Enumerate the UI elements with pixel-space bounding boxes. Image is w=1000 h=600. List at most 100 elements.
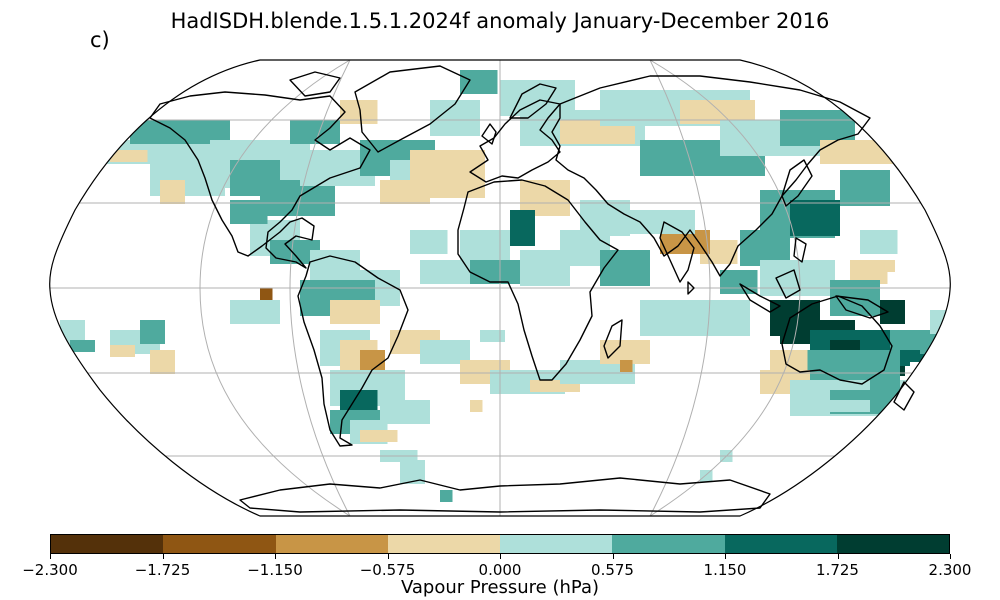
anomaly-cell <box>385 430 398 442</box>
anomaly-cell <box>430 124 443 136</box>
anomaly-cell <box>140 332 153 344</box>
anomaly-cell <box>580 212 593 224</box>
coastline-japan <box>781 159 813 207</box>
anomaly-cell <box>150 362 163 374</box>
anomaly-cell <box>692 100 705 112</box>
anomaly-cell <box>545 122 558 134</box>
anomaly-cell <box>665 140 678 152</box>
world-map <box>49 59 951 517</box>
anomaly-cell <box>827 380 840 392</box>
coastline-scandinavia <box>509 83 557 119</box>
anomaly-cell <box>782 300 795 312</box>
anomaly-cell <box>585 254 598 266</box>
meridian-line <box>649 60 711 516</box>
anomaly-cell <box>420 340 433 352</box>
anomaly-cell <box>815 200 828 212</box>
anomaly-cell <box>522 234 535 246</box>
coastline-new-guinea <box>835 295 889 319</box>
anomaly-cell <box>312 150 325 162</box>
anomaly-cell <box>700 300 713 312</box>
anomaly-cell <box>832 152 845 164</box>
anomaly-cell <box>267 300 280 312</box>
anomaly-cell <box>412 460 425 472</box>
anomaly-cell <box>872 330 885 342</box>
anomaly-cell <box>545 180 558 192</box>
anomaly-cell <box>380 382 393 394</box>
anomaly-cell <box>502 370 515 382</box>
anomaly-cell <box>507 260 520 272</box>
anomaly-cell <box>432 260 445 272</box>
anomaly-cell <box>330 394 343 406</box>
anomaly-cell <box>907 380 920 392</box>
anomaly-cell <box>597 372 610 384</box>
anomaly-cell <box>222 140 235 152</box>
anomaly-cell <box>350 432 363 444</box>
anomaly-cell <box>650 90 663 102</box>
anomaly-cell <box>287 220 300 232</box>
anomaly-cell <box>422 174 435 186</box>
anomaly-cell <box>705 100 718 112</box>
anomaly-cell <box>760 272 773 284</box>
anomaly-cell <box>827 200 840 212</box>
anomaly-cell <box>285 164 298 176</box>
anomaly-cell <box>460 230 473 242</box>
anomaly-cell <box>740 230 753 242</box>
anomaly-cell <box>422 150 435 162</box>
anomaly-cell <box>272 204 285 216</box>
anomaly-cell <box>405 412 418 424</box>
anomaly-cell <box>532 250 545 262</box>
anomaly-cell <box>760 382 773 394</box>
anomaly-cell <box>572 132 585 144</box>
map-panel <box>49 59 951 517</box>
anomaly-cell <box>877 194 890 206</box>
anomaly-cell <box>402 342 415 354</box>
anomaly-cell <box>830 320 843 332</box>
anomaly-cell <box>825 350 838 362</box>
anomaly-cell <box>600 102 613 114</box>
anomaly-cell <box>785 260 798 272</box>
anomaly-cell <box>600 352 613 364</box>
anomaly-cell <box>350 150 363 162</box>
anomaly-cell <box>545 250 558 262</box>
anomaly-cell <box>770 312 783 324</box>
colorbar-swatch <box>275 535 388 553</box>
anomaly-cell <box>445 340 458 352</box>
anomaly-cell <box>690 324 703 336</box>
anomaly-cell <box>162 362 175 374</box>
anomaly-cell <box>652 324 665 336</box>
anomaly-cell <box>782 144 795 156</box>
anomaly-cell <box>162 350 175 362</box>
anomaly-cell <box>422 242 435 254</box>
anomaly-cell <box>337 162 350 174</box>
anomaly-cell <box>562 80 575 92</box>
anomaly-cell <box>525 80 538 92</box>
anomaly-cell <box>637 102 650 114</box>
anomaly-cell <box>852 170 865 182</box>
colorbar-swatch <box>724 535 837 553</box>
colorbar-tick <box>275 554 276 559</box>
anomaly-cell <box>805 134 818 146</box>
anomaly-cell <box>155 120 168 132</box>
anomaly-cell <box>732 132 745 144</box>
anomaly-cell <box>210 140 223 152</box>
anomaly-cell <box>260 140 273 152</box>
anomaly-cell <box>312 292 325 304</box>
anomaly-cell <box>725 240 738 252</box>
anomaly-cell <box>720 120 733 132</box>
anomaly-cell <box>470 260 483 272</box>
anomaly-cell <box>652 164 665 176</box>
anomaly-cell <box>500 80 513 92</box>
coastline-africa <box>457 179 619 381</box>
anomaly-cell <box>362 174 375 186</box>
anomaly-cell <box>600 250 613 262</box>
anomaly-cell <box>230 200 243 212</box>
anomaly-cell <box>325 280 338 292</box>
anomaly-cell <box>725 300 738 312</box>
anomaly-cell <box>460 162 473 174</box>
anomaly-cell <box>760 202 773 214</box>
anomaly-cell <box>725 90 738 102</box>
anomaly-cell <box>312 280 325 292</box>
anomaly-cell <box>432 272 445 284</box>
colorbar-tick <box>725 554 726 559</box>
colorbar-swatch <box>51 535 164 553</box>
